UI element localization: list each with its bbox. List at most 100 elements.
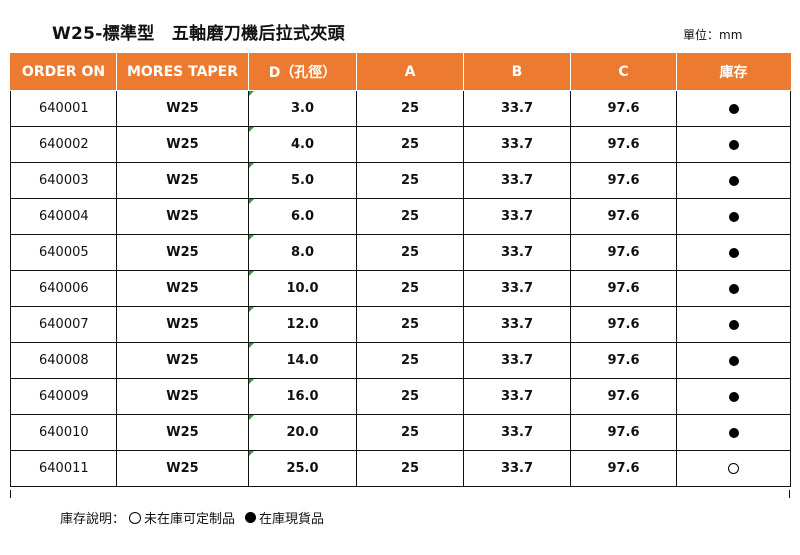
cell-c: 97.6 xyxy=(570,450,677,487)
cell-stock xyxy=(676,198,791,235)
spec-table-container: ORDER ON MORES TAPER D（孔徑） A B C 庫存 6400… xyxy=(10,53,791,499)
table-row: 640002 W25 4.0 25 33.7 97.6 xyxy=(10,126,791,163)
cell-d: 20.0 xyxy=(248,414,357,451)
cell-b: 33.7 xyxy=(463,378,571,415)
cell-taper: W25 xyxy=(116,234,249,271)
table-row: 640010 W25 20.0 25 33.7 97.6 xyxy=(10,414,791,451)
filled-circle-icon xyxy=(728,175,739,186)
cell-stock xyxy=(676,234,791,271)
cell-c: 97.6 xyxy=(570,378,677,415)
table-row: 640005 W25 8.0 25 33.7 97.6 xyxy=(10,234,791,271)
cell-b: 33.7 xyxy=(463,306,571,343)
cell-order-no: 640002 xyxy=(10,126,117,163)
cell-order-no: 640003 xyxy=(10,162,117,199)
cell-a: 25 xyxy=(356,270,464,307)
cell-c: 97.6 xyxy=(570,162,677,199)
cell-b: 33.7 xyxy=(463,90,571,127)
cell-b: 33.7 xyxy=(463,270,571,307)
cell-c: 97.6 xyxy=(570,198,677,235)
cell-taper: W25 xyxy=(116,198,249,235)
legend-label: 庫存說明： xyxy=(60,512,126,527)
cell-stock xyxy=(676,414,791,451)
cell-taper: W25 xyxy=(116,306,249,343)
cell-a: 25 xyxy=(356,126,464,163)
cell-a: 25 xyxy=(356,414,464,451)
cell-stock xyxy=(676,270,791,307)
cell-a: 25 xyxy=(356,342,464,379)
cell-b: 33.7 xyxy=(463,414,571,451)
filled-circle-icon xyxy=(728,391,739,402)
filled-circle-icon xyxy=(728,211,739,222)
cell-d: 10.0 xyxy=(248,270,357,307)
cell-c: 97.6 xyxy=(570,306,677,343)
cell-d: 12.0 xyxy=(248,306,357,343)
stock-legend: 庫存說明： 未在庫可定制品 在庫現貨品 xyxy=(60,508,324,527)
cell-taper: W25 xyxy=(116,270,249,307)
spec-table: ORDER ON MORES TAPER D（孔徑） A B C 庫存 6400… xyxy=(10,53,791,487)
cell-a: 25 xyxy=(356,450,464,487)
cell-a: 25 xyxy=(356,234,464,271)
cell-d: 6.0 xyxy=(248,198,357,235)
table-body: 640001 W25 3.0 25 33.7 97.6 640002 W25 4.0 25 33.7… xyxy=(10,90,791,487)
column-header-d: D（孔徑） xyxy=(248,53,357,91)
column-header-c: C xyxy=(570,53,677,91)
table-row: 640003 W25 5.0 25 33.7 97.6 xyxy=(10,162,791,199)
cell-c: 97.6 xyxy=(570,126,677,163)
cell-d: 14.0 xyxy=(248,342,357,379)
cell-order-no: 640006 xyxy=(10,270,117,307)
cell-c: 97.6 xyxy=(570,270,677,307)
table-header-row: ORDER ON MORES TAPER D（孔徑） A B C 庫存 xyxy=(10,53,791,91)
filled-circle-icon xyxy=(728,103,739,114)
cell-c: 97.6 xyxy=(570,414,677,451)
cell-order-no: 640011 xyxy=(10,450,117,487)
open-circle-icon xyxy=(728,463,739,474)
legend-in-stock: 在庫現貨品 xyxy=(245,508,324,527)
cell-b: 33.7 xyxy=(463,450,571,487)
cell-order-no: 640005 xyxy=(10,234,117,271)
table-row: 640008 W25 14.0 25 33.7 97.6 xyxy=(10,342,791,379)
table-row: 640009 W25 16.0 25 33.7 97.6 xyxy=(10,378,791,415)
cell-d: 3.0 xyxy=(248,90,357,127)
cell-stock xyxy=(676,126,791,163)
filled-circle-icon xyxy=(728,139,739,150)
cell-a: 25 xyxy=(356,378,464,415)
cell-d: 8.0 xyxy=(248,234,357,271)
column-header-b: B xyxy=(463,53,571,91)
cell-order-no: 640001 xyxy=(10,90,117,127)
cell-stock xyxy=(676,450,791,487)
table-row: 640001 W25 3.0 25 33.7 97.6 xyxy=(10,90,791,127)
filled-circle-icon xyxy=(728,283,739,294)
cell-c: 97.6 xyxy=(570,234,677,271)
cell-order-no: 640007 xyxy=(10,306,117,343)
cell-d: 4.0 xyxy=(248,126,357,163)
cell-taper: W25 xyxy=(116,414,249,451)
table-bottom-border xyxy=(10,490,790,498)
cell-a: 25 xyxy=(356,162,464,199)
open-circle-icon xyxy=(129,511,142,524)
cell-a: 25 xyxy=(356,90,464,127)
cell-stock xyxy=(676,342,791,379)
cell-order-no: 640010 xyxy=(10,414,117,451)
document-title: W25-標準型 五軸磨刀機后拉式夾頭 xyxy=(52,24,345,44)
cell-b: 33.7 xyxy=(463,162,571,199)
legend-made-to-order-text: 未在庫可定制品 xyxy=(144,512,236,527)
filled-circle-icon xyxy=(245,512,257,523)
filled-circle-icon xyxy=(728,247,739,258)
cell-taper: W25 xyxy=(116,342,249,379)
legend-in-stock-text: 在庫現貨品 xyxy=(259,512,325,527)
filled-circle-icon xyxy=(728,427,739,438)
table-row: 640007 W25 12.0 25 33.7 97.6 xyxy=(10,306,791,343)
cell-stock xyxy=(676,378,791,415)
cell-taper: W25 xyxy=(116,450,249,487)
cell-taper: W25 xyxy=(116,378,249,415)
cell-stock xyxy=(676,90,791,127)
unit-label: 單位：mm xyxy=(683,28,743,42)
cell-order-no: 640004 xyxy=(10,198,117,235)
filled-circle-icon xyxy=(728,355,739,366)
cell-stock xyxy=(676,162,791,199)
cell-a: 25 xyxy=(356,306,464,343)
cell-taper: W25 xyxy=(116,90,249,127)
cell-d: 25.0 xyxy=(248,450,357,487)
column-header-a: A xyxy=(356,53,464,91)
column-header-taper: MORES TAPER xyxy=(116,53,249,91)
